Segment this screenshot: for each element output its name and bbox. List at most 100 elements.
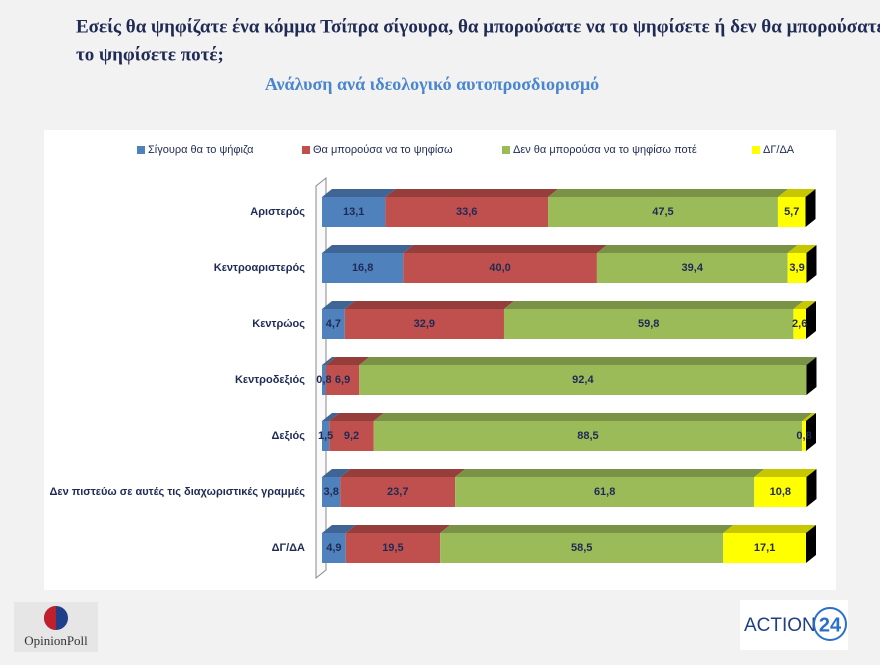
bar-top	[503, 301, 804, 309]
bar	[777, 197, 806, 227]
bar	[596, 253, 788, 283]
category-label: ΔΓ/ΔΑ	[272, 542, 305, 554]
bar	[455, 477, 755, 507]
category-label: Κεντρώος	[252, 318, 305, 330]
bar	[322, 309, 345, 339]
bar	[440, 533, 724, 563]
bar-top	[373, 413, 813, 421]
bar-top	[322, 525, 356, 533]
legend-swatch	[137, 146, 145, 154]
value-label: 3,8	[324, 486, 339, 498]
bar-top	[340, 469, 466, 477]
category-label: Κεντροδεξιός	[235, 374, 305, 386]
value-label: 92,4	[572, 374, 594, 386]
logo-left: OpinionPoll	[24, 633, 88, 648]
category-label: Δεν πιστεύω σε αυτές τις διαχωριστικές γ…	[50, 486, 306, 498]
bar	[787, 253, 807, 283]
bar-top	[403, 245, 607, 253]
legend-swatch	[502, 146, 510, 154]
chart-subtitle: Ανάλυση ανά ιδεολογικό αυτοπροσδιορισμό	[265, 74, 599, 94]
value-label: 17,1	[754, 542, 775, 554]
value-label: 33,6	[456, 206, 477, 218]
bar-side	[806, 301, 816, 339]
legend-label: Θα μπορούσα να το ψηφίσω	[313, 144, 453, 156]
legend-label: Σίγουρα θα το ψήφιζα	[148, 144, 254, 156]
bar-top	[385, 189, 559, 197]
bar	[344, 309, 504, 339]
legend-swatch	[302, 146, 310, 154]
bar-top	[322, 469, 351, 477]
bar-top	[322, 245, 414, 253]
value-label: 5,7	[784, 206, 799, 218]
category-label: Κεντροαριστερός	[214, 262, 306, 274]
bar	[403, 253, 597, 283]
bar-top	[325, 357, 370, 365]
chart: Σίγουρα θα το ψήφιζα Θα μπορούσα να το ψη…	[50, 144, 817, 563]
logo-half	[44, 606, 56, 630]
chart-title-line: το ψηφίσετε ποτέ;	[76, 44, 224, 65]
bar-side	[806, 413, 816, 451]
value-label: 0,8	[316, 374, 331, 386]
bar-top	[322, 301, 355, 309]
value-label: 61,8	[594, 486, 615, 498]
bar-top	[322, 189, 396, 197]
value-label: 16,8	[352, 262, 373, 274]
bar-side	[805, 189, 816, 227]
bar	[754, 477, 807, 507]
bar-top	[548, 189, 788, 197]
bar-side	[806, 525, 816, 563]
value-label: 4,9	[326, 542, 341, 554]
chart-title: Εσείς θα ψηφίζατε ένα κόμμα Τσίπρα σίγου…	[76, 16, 880, 37]
value-label: 13,1	[343, 206, 364, 218]
bar	[322, 533, 346, 563]
category-label: Δεξιός	[271, 430, 305, 442]
logo-right: ACTION	[744, 615, 816, 636]
bar-top	[754, 469, 817, 477]
bar-top	[359, 357, 817, 365]
value-label: 88,5	[577, 430, 598, 442]
logo-ring	[813, 607, 847, 641]
bar-side	[806, 357, 817, 395]
bar-top	[344, 301, 514, 309]
bar	[723, 533, 806, 563]
value-label: 32,9	[414, 318, 435, 330]
legend-label: ΔΓ/ΔΑ	[763, 144, 795, 156]
value-label: 0,8	[796, 430, 811, 442]
value-label: 9,2	[344, 430, 359, 442]
bar	[503, 309, 794, 339]
value-label: 4,7	[326, 318, 341, 330]
bar-top	[455, 469, 765, 477]
value-label: 40,0	[489, 262, 510, 274]
value-label: 58,5	[571, 542, 592, 554]
category-label: Αριστερός	[250, 206, 305, 218]
value-label: 23,7	[387, 486, 408, 498]
value-label: 39,4	[682, 262, 704, 274]
legend-label: Δεν θα μπορούσα να το ψηφίσω ποτέ	[513, 144, 697, 156]
bar	[548, 197, 778, 227]
value-label: 59,8	[638, 318, 659, 330]
bar-top	[440, 525, 734, 533]
bar-top	[345, 525, 451, 533]
value-label: 3,9	[789, 262, 804, 274]
bar	[385, 197, 549, 227]
bar	[802, 421, 806, 451]
bar	[373, 421, 803, 451]
bar	[322, 477, 341, 507]
bar	[322, 421, 330, 451]
bar-top	[322, 413, 340, 421]
bar-top	[787, 245, 817, 253]
bar	[322, 253, 404, 283]
bar	[340, 477, 456, 507]
bar	[325, 365, 360, 395]
bar-top	[329, 413, 384, 421]
bar	[322, 365, 326, 395]
value-label: 19,5	[382, 542, 403, 554]
logo-right-number: 24	[819, 614, 842, 636]
bar-top	[802, 413, 816, 421]
legend-swatch	[752, 146, 760, 154]
bar	[359, 365, 807, 395]
bar-top	[777, 189, 816, 197]
bar	[345, 533, 441, 563]
bar	[329, 421, 374, 451]
